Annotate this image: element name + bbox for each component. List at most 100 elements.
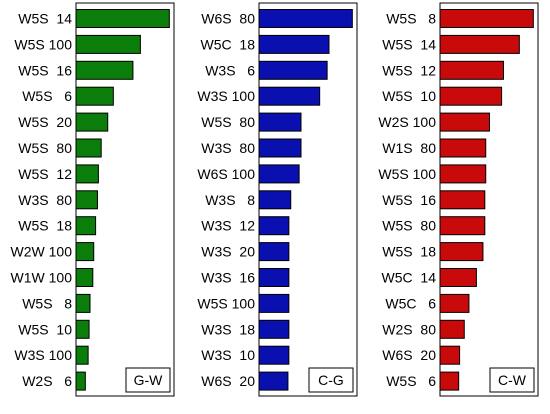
tick-label: W3S 16 [201,270,255,286]
tick-label: W5S 100 [197,295,255,311]
tick-label: W2W 100 [11,244,73,260]
tick-label: W3S 6 [205,62,255,78]
bar [439,164,487,184]
tick-label: W5S 14 [382,36,436,52]
bar [439,60,504,80]
bar [75,216,97,236]
bar [75,242,95,262]
tick-label: W5S 12 [382,62,436,78]
panel-g-w: W5S 14 W5S 100 W5S 16 W5S 6 W5S 20 W5S 80 W5S … [11,2,175,397]
bar [258,268,290,287]
tick-label: W5S 14 [18,11,72,27]
bar [439,112,490,132]
tick-label: W3S 12 [201,218,255,234]
tick-label: W2S 6 [22,373,72,389]
tick-label: W5S 10 [18,321,72,337]
tick-label: W3S 10 [201,347,255,363]
tick-label: W6S 100 [197,166,255,182]
bar [258,164,300,184]
tick-label: W5S 80 [201,114,255,130]
bar [258,86,321,106]
tick-label: W5C 14 [382,270,437,286]
tick-label: W2S 80 [382,321,436,337]
bar [75,60,134,80]
bar [439,9,534,28]
tick-label: W2S 100 [378,114,436,130]
panel-label-box [125,367,171,393]
tick-label: W3S 20 [201,244,255,260]
tick-label: W5S 16 [382,192,436,208]
tick-label: W5S 12 [18,166,72,182]
panel-label: C-G [318,372,344,388]
bar [75,268,94,287]
bar [75,345,89,365]
tick-label: W3S 100 [14,347,72,363]
bar [75,371,86,391]
tick-label: W6S 20 [201,373,255,389]
bar [439,268,477,287]
bar [75,9,170,28]
bar [258,190,292,210]
bar [258,9,353,28]
tick-label: W3S 18 [201,321,255,337]
tick-label: W6S 20 [382,347,436,363]
bar [258,138,302,158]
panel-label-box [489,367,535,393]
bar [75,86,114,106]
bar [439,319,465,339]
tick-label: W5C 6 [385,295,436,311]
bar [258,371,289,391]
tick-label: W5S 8 [386,11,436,27]
tick-label: W5S 80 [18,140,72,156]
bar [75,319,90,339]
bar [439,138,487,158]
tick-label: W3S 100 [197,88,255,104]
bar [75,293,91,313]
tick-label: W5S 80 [382,218,436,234]
tick-label: W5C 18 [201,36,256,52]
bar [439,86,503,106]
bar [258,216,290,236]
panel-label: C-W [498,372,527,388]
bar [258,293,290,313]
tick-label: W5S 100 [378,166,436,182]
bar [439,216,486,236]
bar [258,60,328,80]
bar [75,190,98,210]
bar [439,293,470,313]
tick-label: W1W 100 [11,270,73,286]
bar [258,345,290,365]
tick-label: W3S 80 [18,192,72,208]
bar [439,371,460,391]
bar [439,345,461,365]
tick-label: W5S 20 [18,114,72,130]
panel-c-g: W6S 80 W5C 18 W3S 6 W3S 100 W5S 80 W3S 80 W6S … [197,2,358,397]
panel-c-w: W5S 8 W5S 14 W5S 12 W5S 10 W2S 100 W1S 80 W5S … [378,2,539,397]
tick-label: W5S 10 [382,88,436,104]
panel-label: G-W [134,372,164,388]
bar [439,34,520,54]
tick-label: W5S 6 [22,88,72,104]
tick-label: W5S 6 [386,373,436,389]
panel-label-box [308,367,354,393]
bar [258,242,290,262]
tick-label: W5S 100 [14,36,72,52]
tick-label: W5S 18 [18,218,72,234]
bar [258,112,302,132]
tick-label: W3S 8 [205,192,255,208]
bar [258,34,330,54]
bar [75,164,99,184]
tick-label: W5S 16 [18,62,72,78]
tick-label: W1S 80 [382,140,436,156]
tick-label: W5S 8 [22,295,72,311]
bar [75,112,109,132]
bar [258,319,290,339]
tick-label: W6S 80 [201,11,255,27]
tick-label: W5S 18 [382,244,436,260]
tick-label: W3S 80 [201,140,255,156]
bar [439,190,486,210]
bar [75,138,102,158]
bar [75,34,141,54]
bar [439,242,484,262]
